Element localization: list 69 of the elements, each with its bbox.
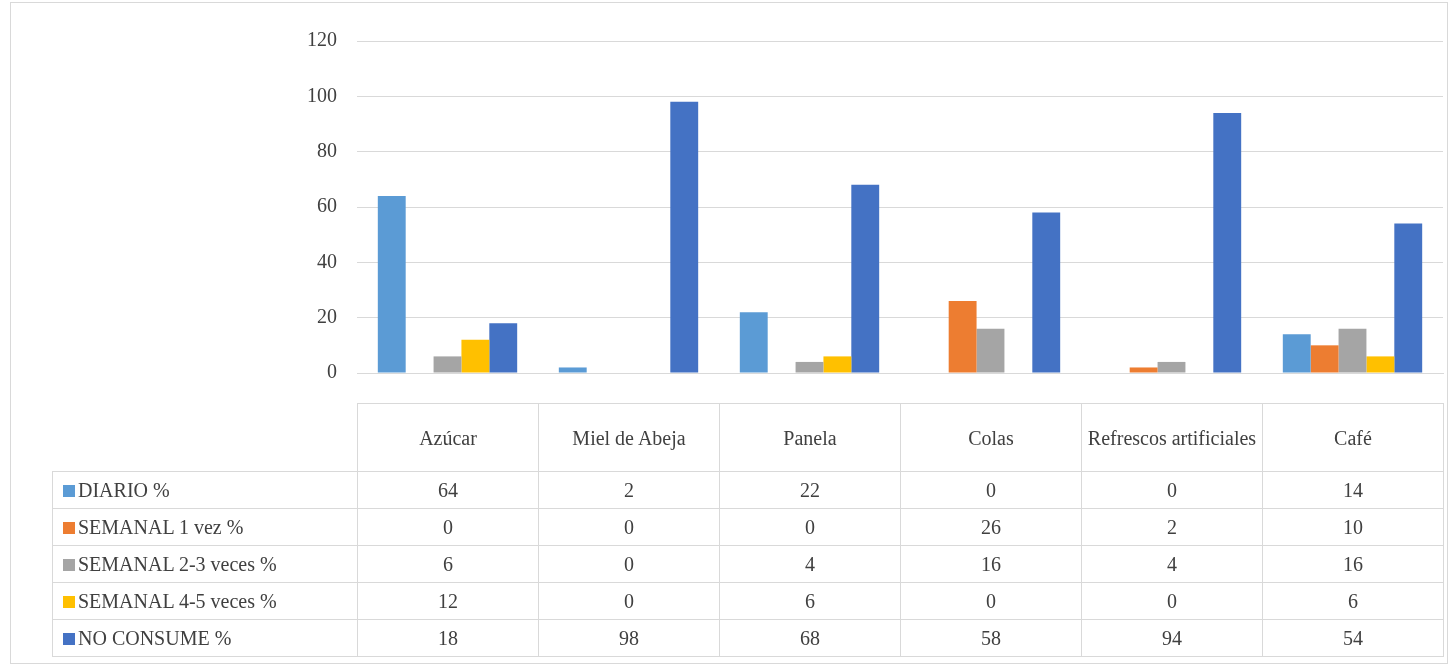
- bar: [795, 361, 824, 373]
- data-label: 0: [900, 582, 1082, 620]
- data-label: 4: [1081, 545, 1263, 583]
- data-label: 6: [357, 545, 539, 583]
- data-label: 64: [357, 471, 539, 509]
- x-tick-label: Colas: [900, 403, 1082, 472]
- data-label: 2: [1081, 508, 1263, 546]
- data-label: 0: [900, 471, 1082, 509]
- bar: [377, 195, 406, 373]
- data-label: 58: [900, 619, 1082, 657]
- data-label: 0: [538, 508, 720, 546]
- bar: [1213, 112, 1242, 373]
- bar: [558, 367, 587, 373]
- bar: [1310, 345, 1339, 373]
- x-tick-label: Miel de Abeja: [538, 403, 720, 472]
- bar: [1032, 212, 1061, 373]
- data-label: 54: [1262, 619, 1444, 657]
- bar: [1129, 367, 1158, 373]
- data-label: 98: [538, 619, 720, 657]
- data-label: 16: [1262, 545, 1444, 583]
- bar: [823, 356, 852, 373]
- x-tick-label: Café: [1262, 403, 1444, 472]
- data-label: 26: [900, 508, 1082, 546]
- y-tick-label: 0: [327, 360, 337, 383]
- data-label: 68: [719, 619, 901, 657]
- data-label: 6: [719, 582, 901, 620]
- legend-label: DIARIO %: [52, 471, 358, 509]
- data-label: 14: [1262, 471, 1444, 509]
- bar: [976, 328, 1005, 373]
- bar: [1157, 361, 1186, 373]
- bar: [670, 101, 699, 373]
- y-tick-label: 40: [317, 249, 337, 272]
- data-label: 0: [1081, 582, 1263, 620]
- y-tick-label: 120: [307, 28, 337, 51]
- data-label: 94: [1081, 619, 1263, 657]
- data-label: 0: [538, 582, 720, 620]
- y-tick-label: 60: [317, 194, 337, 217]
- y-tick-label: 20: [317, 304, 337, 327]
- bar: [1282, 334, 1311, 373]
- y-tick-label: 80: [317, 138, 337, 161]
- data-label: 2: [538, 471, 720, 509]
- data-label: 0: [357, 508, 539, 546]
- legend-label: NO CONSUME %: [52, 619, 358, 657]
- data-label: 18: [357, 619, 539, 657]
- data-label: 0: [719, 508, 901, 546]
- x-tick-label: Refrescos artificiales: [1081, 403, 1263, 472]
- bar: [739, 312, 768, 373]
- data-label: 22: [719, 471, 901, 509]
- data-label: 0: [1081, 471, 1263, 509]
- data-label: 12: [357, 582, 539, 620]
- data-label: 0: [538, 545, 720, 583]
- bar: [433, 356, 462, 373]
- data-label: 16: [900, 545, 1082, 583]
- bar: [1338, 328, 1367, 373]
- bar: [851, 184, 880, 373]
- bar: [1394, 223, 1423, 373]
- y-tick-label: 100: [307, 83, 337, 106]
- bar: [489, 323, 518, 373]
- data-label: 4: [719, 545, 901, 583]
- legend-label: SEMANAL 4-5 veces %: [52, 582, 358, 620]
- bar: [1366, 356, 1395, 373]
- data-label: 6: [1262, 582, 1444, 620]
- bar: [948, 301, 977, 373]
- bar: [461, 339, 490, 373]
- data-label: 10: [1262, 508, 1444, 546]
- x-tick-label: Panela: [719, 403, 901, 472]
- x-tick-label: Azúcar: [357, 403, 539, 472]
- legend-label: SEMANAL 2-3 veces %: [52, 545, 358, 583]
- legend-label: SEMANAL 1 vez %: [52, 508, 358, 546]
